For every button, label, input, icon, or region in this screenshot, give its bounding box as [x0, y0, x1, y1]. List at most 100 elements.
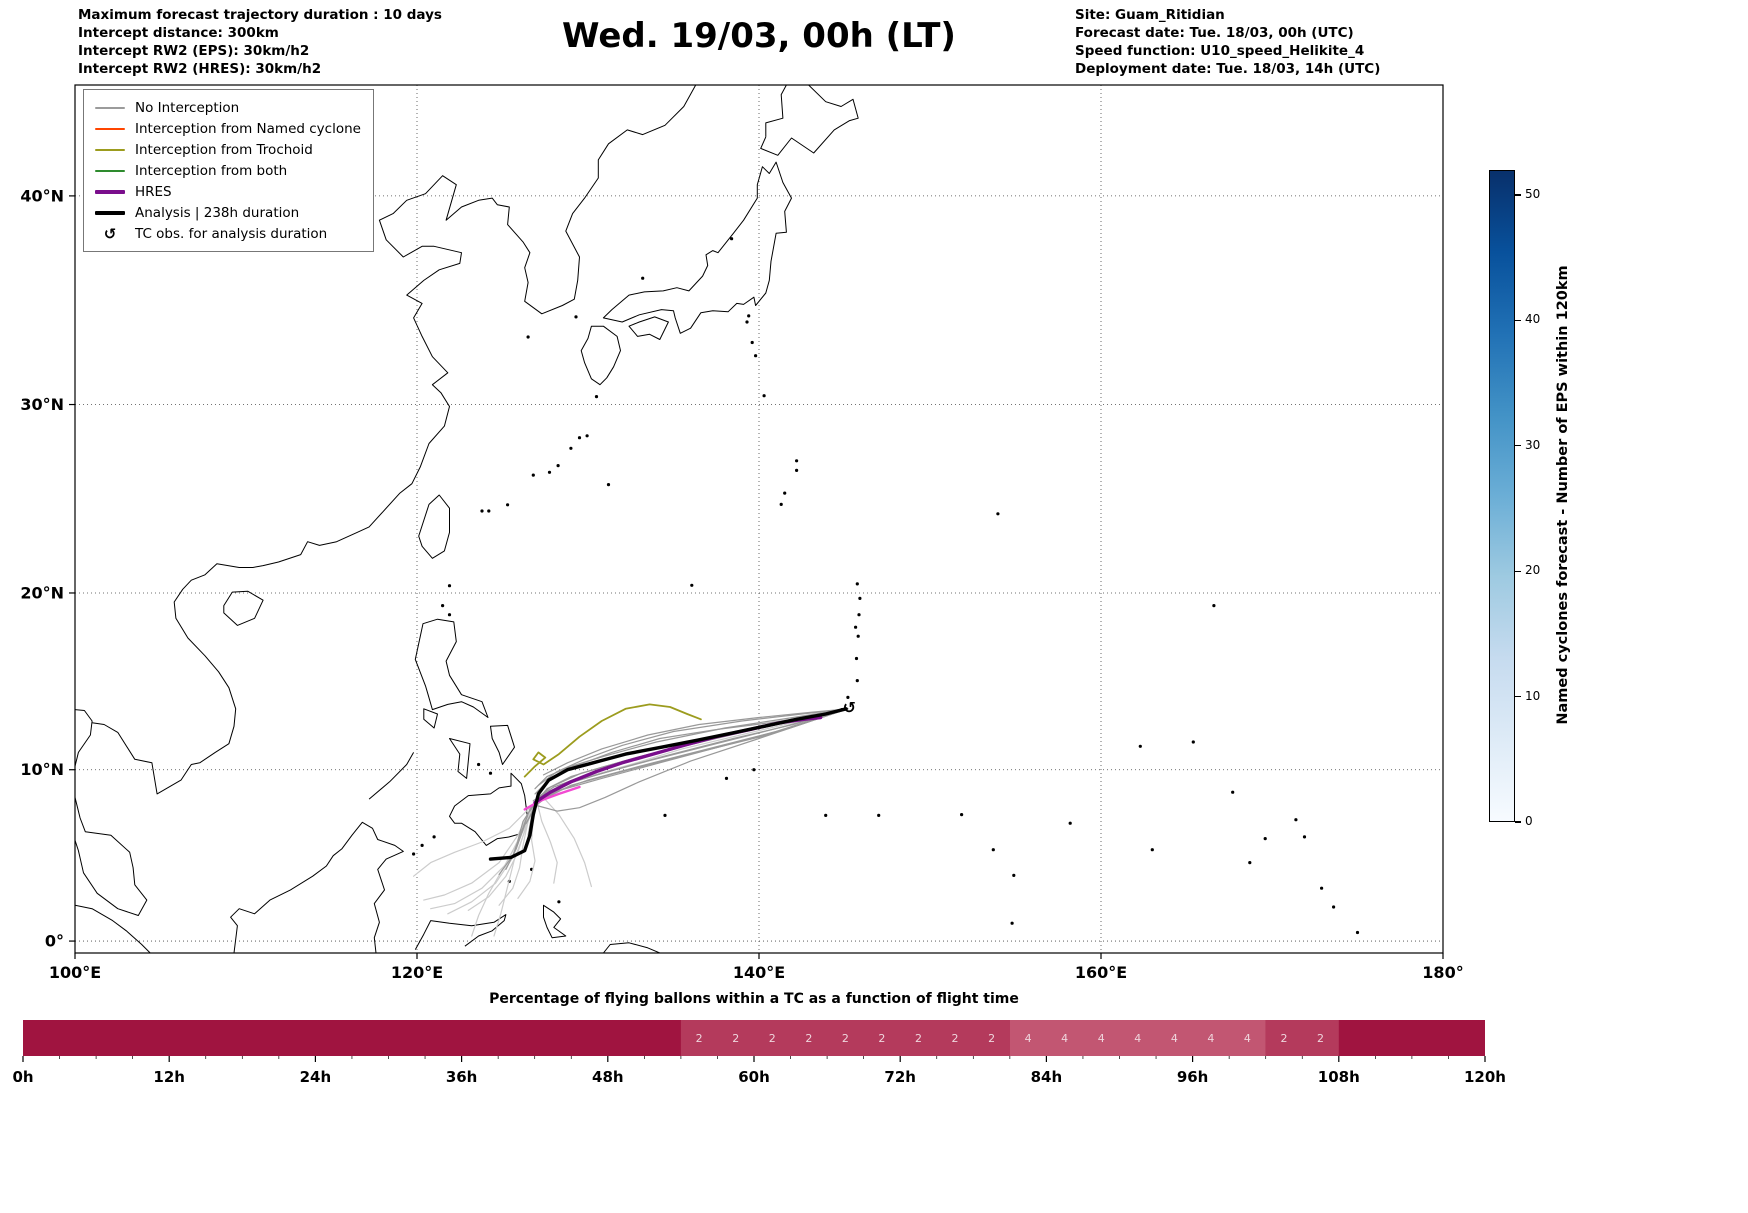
legend-line-swatch — [95, 106, 125, 109]
max-duration-text: Maximum forecast trajectory duration : 1… — [78, 7, 442, 23]
colorbar-tick — [1515, 445, 1521, 447]
colorbar: 0 10 20 30 40 50 — [1489, 170, 1609, 828]
strip-bin-value: 4 — [1098, 1032, 1105, 1045]
strip-bin-value: 4 — [1171, 1032, 1178, 1045]
colorbar-tick-label: 30 — [1525, 437, 1541, 452]
colorbar-tick — [1515, 696, 1521, 698]
strip-tick-label: 96h — [1177, 1068, 1209, 1086]
track-magenta — [523, 785, 581, 811]
legend-item: No Interception — [94, 97, 361, 118]
colorbar-tick-label: 50 — [1525, 187, 1541, 202]
intercept-distance-text: Intercept distance: 300km — [78, 25, 279, 41]
strip-bin-value: 2 — [732, 1032, 739, 1045]
coastline-luzon — [414, 618, 489, 718]
lon-tick-label: 160°E — [1075, 963, 1127, 982]
colorbar-tick — [1515, 821, 1521, 823]
legend-item-label: TC obs. for analysis duration — [135, 225, 328, 242]
legend-item: Interception from Named cyclone — [94, 118, 361, 139]
strip-bin-value: 2 — [1317, 1032, 1324, 1045]
intercept-rw2-eps-text: Intercept RW2 (EPS): 30km/h2 — [78, 43, 310, 59]
lon-tick-label: 140°E — [733, 963, 785, 982]
track-trochoid — [523, 703, 702, 778]
strip-bar: 2 2 2 2 2 2 2 2 2 4 4 4 4 4 4 4 2 2 — [23, 1020, 1485, 1056]
coastline-new-guinea-head — [603, 942, 660, 953]
track-gray — [505, 708, 849, 871]
legend-line-swatch — [95, 210, 125, 215]
strip-tick-label: 60h — [738, 1068, 770, 1086]
strip-bin-value: 4 — [1134, 1032, 1141, 1045]
track-gray — [537, 708, 849, 812]
island-dots — [412, 237, 1360, 935]
strip-bin-value: 4 — [1207, 1032, 1214, 1045]
colorbar-gradient — [1489, 170, 1515, 822]
coastline-sulawesi-north — [414, 914, 507, 950]
colorbar-tick-label: 20 — [1525, 563, 1541, 578]
coastlines — [75, 85, 859, 953]
legend-item: Analysis | 238h duration — [94, 202, 361, 223]
site-name-text: Site: Guam_Ritidian — [1075, 7, 1225, 23]
trajectory-map: ↺ 100°E 120°E 140°E 160°E 180° 0° 10°N 20°N 30°N 4… — [20, 84, 1464, 982]
legend-line-swatch — [95, 127, 125, 130]
strip-tick-label: 0h — [12, 1068, 33, 1086]
track-gray_light — [493, 805, 534, 937]
colorbar-tick — [1515, 570, 1521, 572]
track-gray — [527, 708, 849, 836]
tc-obs-icon: ↺ — [103, 224, 117, 243]
trajectory-tracks — [413, 703, 849, 937]
strip-bin-value: 4 — [1061, 1032, 1068, 1045]
coastline-mindanao — [449, 772, 528, 846]
speed-function-text: Speed function: U10_speed_Helikite_4 — [1075, 43, 1365, 59]
legend-item-label: No Interception — [135, 99, 240, 116]
legend-item-label: Interception from Trochoid — [135, 141, 313, 158]
forecast-date-text: Forecast date: Tue. 18/03, 00h (UTC) — [1075, 25, 1354, 41]
strip-bin-value: 2 — [988, 1032, 995, 1045]
strip-bin-value: 4 — [1025, 1032, 1032, 1045]
coastline-hainan — [223, 590, 264, 626]
lat-tick-label: 30°N — [20, 395, 64, 414]
strip-bin-value: 2 — [915, 1032, 922, 1045]
lat-tick-label: 20°N — [20, 583, 64, 602]
coastline-halmahera — [543, 904, 567, 939]
legend-line-swatch — [95, 189, 125, 194]
strip-tick-label: 108h — [1318, 1068, 1360, 1086]
strip-tick-label: 48h — [592, 1068, 624, 1086]
tc-obs-marker: ↺ — [843, 698, 856, 717]
strip-bin-value: 4 — [1244, 1032, 1251, 1045]
coastline-shikoku — [628, 316, 669, 340]
colorbar-tick-label: 40 — [1525, 312, 1541, 327]
strip-bin-value: 2 — [878, 1032, 885, 1045]
legend-line-swatch — [95, 148, 125, 151]
coastline-hokkaido-south — [760, 85, 859, 156]
strip-tick-label: 12h — [153, 1068, 185, 1086]
lon-tick-label: 120°E — [391, 963, 443, 982]
track-gray_light — [423, 805, 533, 901]
run-config-info: Maximum forecast trajectory duration : 1… — [78, 6, 442, 78]
track-gray_light — [536, 800, 558, 884]
strip-bin-value: 2 — [842, 1032, 849, 1045]
coastline-panay-negros — [449, 738, 471, 779]
legend-item-label: Interception from Named cyclone — [135, 120, 361, 137]
site-info: Site: Guam_Ritidian Forecast date: Tue. … — [1075, 6, 1380, 78]
lon-tick-label: 180° — [1422, 963, 1463, 982]
deployment-date-text: Deployment date: Tue. 18/03, 14h (UTC) — [1075, 61, 1381, 77]
coastline-hokkaido-west — [765, 85, 787, 137]
coastline-sumatra — [75, 904, 151, 953]
lat-tick-label: 0° — [45, 932, 64, 951]
lat-tick-label: 10°N — [20, 760, 64, 779]
strip-chart-title: Percentage of flying ballons within a TC… — [489, 991, 1019, 1007]
colorbar-tick-label: 10 — [1525, 688, 1541, 703]
coastline-samar-leyte — [490, 724, 515, 765]
lon-tick-label: 100°E — [49, 963, 101, 982]
coastline-malay-peninsula — [75, 797, 148, 916]
strip-bin-value: 2 — [805, 1032, 812, 1045]
track-gray — [542, 708, 849, 776]
strip-axis: 0h 12h 24h 36h 48h 60h 72h 84h 96h 108h 120h — [12, 1056, 1506, 1086]
strip-bin-value: 2 — [769, 1032, 776, 1045]
map-legend: No Interception Interception from Named c… — [83, 89, 374, 252]
strip-bin-value: 2 — [952, 1032, 959, 1045]
strip-tick-label: 120h — [1464, 1068, 1506, 1086]
map-axis-labels: 100°E 120°E 140°E 160°E 180° 0° 10°N 20°N 30°N 40… — [20, 186, 1463, 982]
legend-item: Interception from both — [94, 160, 361, 181]
intercept-rw2-hres-text: Intercept RW2 (HRES): 30km/h2 — [78, 61, 322, 77]
